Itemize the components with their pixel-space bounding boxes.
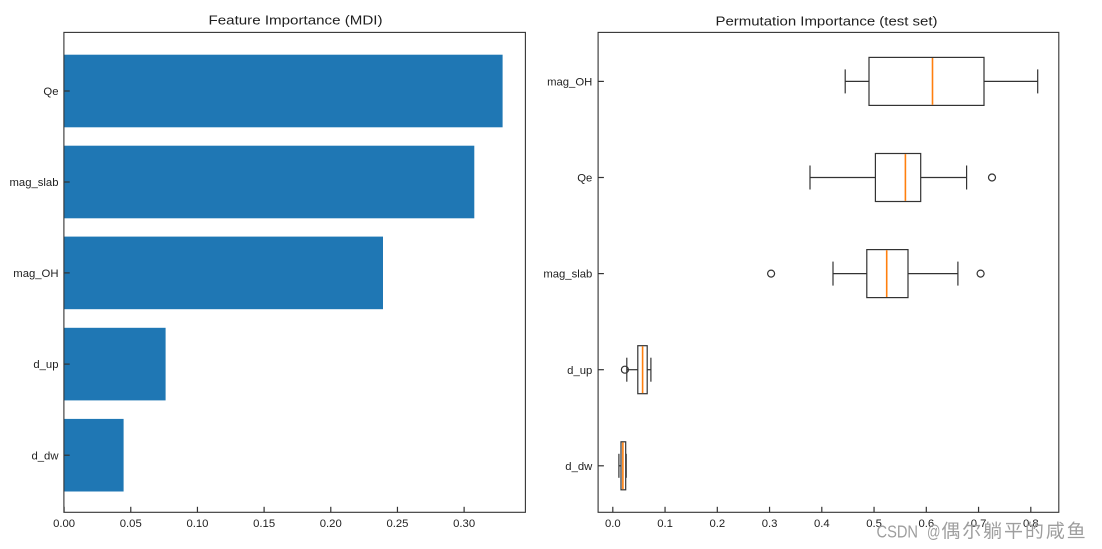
svg-text:0.05: 0.05 xyxy=(120,518,142,530)
svg-text:0.5: 0.5 xyxy=(866,518,882,530)
svg-text:0.3: 0.3 xyxy=(762,518,778,530)
svg-text:Qe: Qe xyxy=(577,173,592,185)
svg-text:0.30: 0.30 xyxy=(453,518,475,530)
svg-text:0.2: 0.2 xyxy=(709,518,725,530)
svg-text:0.15: 0.15 xyxy=(253,518,275,530)
svg-text:d_up: d_up xyxy=(33,359,58,371)
svg-text:0.20: 0.20 xyxy=(320,518,342,530)
svg-text:mag_OH: mag_OH xyxy=(547,77,592,89)
svg-text:mag_slab: mag_slab xyxy=(10,177,59,189)
svg-text:0.10: 0.10 xyxy=(186,518,208,530)
svg-text:d_dw: d_dw xyxy=(565,461,593,473)
svg-text:d_dw: d_dw xyxy=(31,450,59,462)
svg-text:mag_OH: mag_OH xyxy=(13,268,58,280)
svg-text:0.1: 0.1 xyxy=(657,518,673,530)
svg-text:0.25: 0.25 xyxy=(386,518,408,530)
svg-text:Feature Importance (MDI): Feature Importance (MDI) xyxy=(209,12,383,27)
svg-text:0.4: 0.4 xyxy=(814,518,830,530)
svg-text:CSDN: CSDN xyxy=(877,522,919,542)
svg-text:d_up: d_up xyxy=(567,365,592,377)
svg-text:Permutation Importance (test s: Permutation Importance (test set) xyxy=(716,13,938,28)
svg-text:0.0: 0.0 xyxy=(605,518,621,530)
svg-text:0.6: 0.6 xyxy=(918,518,934,530)
svg-text:mag_slab: mag_slab xyxy=(543,269,592,281)
svg-text:@: @ xyxy=(927,522,941,542)
svg-text:0.00: 0.00 xyxy=(53,518,75,530)
svg-text:0.7: 0.7 xyxy=(971,518,987,530)
svg-text:Qe: Qe xyxy=(43,86,58,98)
